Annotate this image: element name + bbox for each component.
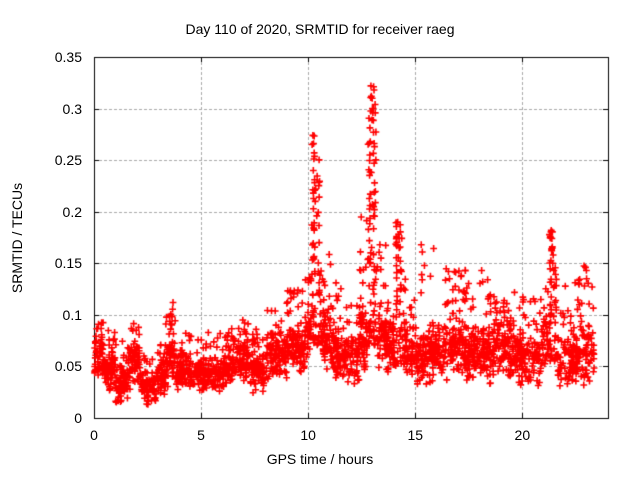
y-tick-label: 0.35 [54, 49, 82, 65]
y-tick-label: 0.1 [62, 306, 82, 323]
y-axis-label: SRMTID / TECUs [9, 182, 25, 294]
x-tick-label: 10 [300, 427, 316, 443]
x-tick-label: 0 [90, 427, 98, 443]
y-tick-label: 0.3 [62, 100, 82, 117]
x-tick-label: 15 [407, 427, 424, 443]
y-tick-label: 0.25 [54, 152, 82, 169]
y-tick-label: 0.2 [62, 203, 82, 220]
y-tick-label: 0 [74, 410, 82, 426]
chart-title: Day 110 of 2020, SRMTID for receiver rae… [185, 21, 455, 37]
y-tick-label: 0.15 [54, 255, 82, 272]
y-tick-label: 0.05 [54, 358, 82, 375]
x-tick-label: 20 [514, 427, 531, 443]
x-axis-label: GPS time / hours [266, 451, 374, 467]
x-tick-label: 5 [197, 427, 205, 443]
